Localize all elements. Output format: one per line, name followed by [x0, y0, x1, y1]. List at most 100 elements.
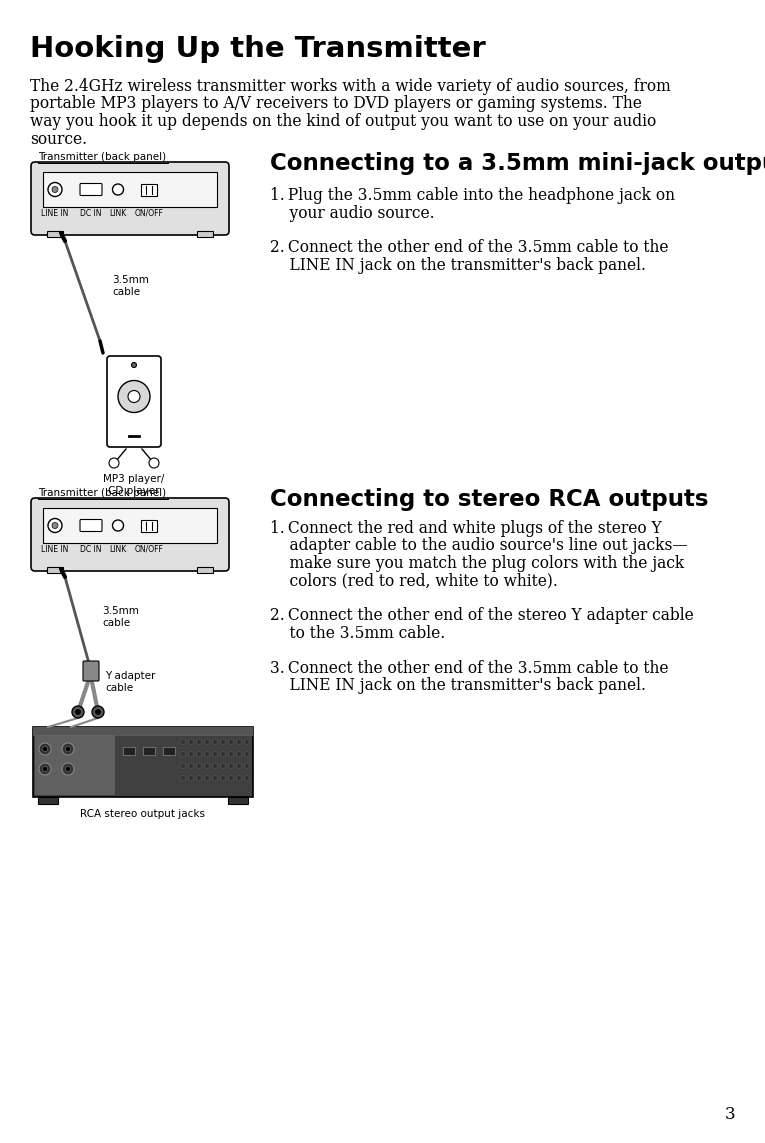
Circle shape: [213, 740, 217, 744]
Text: portable MP3 players to A/V receivers to DVD players or gaming systems. The: portable MP3 players to A/V receivers to…: [30, 96, 642, 112]
Circle shape: [52, 522, 58, 528]
Circle shape: [197, 740, 201, 744]
Text: 3.5mm
cable: 3.5mm cable: [112, 275, 149, 297]
Circle shape: [245, 775, 249, 781]
Circle shape: [213, 764, 217, 768]
Circle shape: [197, 764, 201, 768]
Text: your audio source.: your audio source.: [270, 205, 435, 222]
Circle shape: [197, 775, 201, 781]
Text: 2. Connect the other end of the stereo Y adapter cable: 2. Connect the other end of the stereo Y…: [270, 607, 694, 624]
Bar: [197, 567, 213, 573]
Circle shape: [39, 764, 51, 775]
Text: ON/OFF: ON/OFF: [135, 209, 164, 218]
Text: Connecting to stereo RCA outputs: Connecting to stereo RCA outputs: [270, 488, 708, 511]
Text: 3.5mm
cable: 3.5mm cable: [102, 606, 139, 628]
Text: Transmitter (back panel): Transmitter (back panel): [38, 488, 166, 498]
Circle shape: [188, 775, 194, 781]
Circle shape: [229, 751, 233, 757]
Bar: [123, 748, 135, 756]
Circle shape: [48, 183, 62, 197]
Text: to the 3.5mm cable.: to the 3.5mm cable.: [270, 625, 445, 642]
Text: source.: source.: [30, 130, 87, 147]
Text: LINK: LINK: [109, 545, 127, 554]
Circle shape: [62, 743, 74, 756]
Text: RCA stereo output jacks: RCA stereo output jacks: [80, 809, 206, 820]
Circle shape: [220, 764, 226, 768]
Text: 2. Connect the other end of the 3.5mm cable to the: 2. Connect the other end of the 3.5mm ca…: [270, 240, 669, 256]
Text: ON/OFF: ON/OFF: [135, 545, 164, 554]
Circle shape: [236, 764, 242, 768]
Circle shape: [132, 362, 136, 368]
Bar: [47, 567, 63, 573]
Text: LINE IN jack on the transmitter's back panel.: LINE IN jack on the transmitter's back p…: [270, 257, 646, 274]
Circle shape: [188, 751, 194, 757]
Circle shape: [118, 381, 150, 413]
Circle shape: [229, 764, 233, 768]
Circle shape: [220, 751, 226, 757]
FancyBboxPatch shape: [31, 498, 229, 572]
Circle shape: [72, 706, 84, 718]
Circle shape: [128, 391, 140, 402]
Bar: [33, 727, 253, 735]
Text: way you hook it up depends on the kind of output you want to use on your audio: way you hook it up depends on the kind o…: [30, 113, 656, 130]
Text: Hooking Up the Transmitter: Hooking Up the Transmitter: [30, 35, 486, 63]
Circle shape: [236, 740, 242, 744]
Circle shape: [48, 519, 62, 533]
Circle shape: [43, 767, 47, 772]
Circle shape: [236, 751, 242, 757]
Text: DC IN: DC IN: [80, 545, 102, 554]
Circle shape: [39, 743, 51, 756]
Circle shape: [109, 458, 119, 467]
Circle shape: [112, 184, 123, 195]
FancyBboxPatch shape: [31, 162, 229, 235]
Circle shape: [245, 740, 249, 744]
Circle shape: [204, 764, 210, 768]
Text: LINE IN: LINE IN: [41, 209, 69, 218]
Circle shape: [62, 764, 74, 775]
Bar: [141, 184, 157, 195]
Text: 3: 3: [724, 1106, 735, 1124]
Bar: [197, 231, 213, 237]
Text: LINK: LINK: [109, 209, 127, 218]
Circle shape: [76, 710, 80, 714]
FancyBboxPatch shape: [107, 355, 161, 447]
Circle shape: [204, 740, 210, 744]
Circle shape: [220, 740, 226, 744]
Circle shape: [66, 746, 70, 751]
Circle shape: [43, 746, 47, 751]
Circle shape: [96, 710, 100, 714]
Circle shape: [229, 740, 233, 744]
Circle shape: [236, 775, 242, 781]
Text: MP3 player/
CD player: MP3 player/ CD player: [103, 474, 164, 496]
Circle shape: [181, 751, 185, 757]
FancyBboxPatch shape: [80, 520, 102, 531]
Circle shape: [149, 458, 159, 467]
Bar: [163, 748, 175, 756]
Circle shape: [181, 775, 185, 781]
Text: colors (red to red, white to white).: colors (red to red, white to white).: [270, 573, 558, 590]
Text: DC IN: DC IN: [80, 209, 102, 218]
Text: LINE IN: LINE IN: [41, 545, 69, 554]
Circle shape: [204, 751, 210, 757]
Text: 1. Plug the 3.5mm cable into the headphone jack on: 1. Plug the 3.5mm cable into the headpho…: [270, 187, 675, 203]
Circle shape: [181, 740, 185, 744]
Circle shape: [245, 764, 249, 768]
Bar: [43, 171, 217, 207]
FancyBboxPatch shape: [83, 661, 99, 681]
Circle shape: [52, 186, 58, 192]
Bar: [143, 748, 155, 756]
Bar: [43, 507, 217, 543]
Bar: [35, 735, 115, 796]
Text: LINE IN jack on the transmitter's back panel.: LINE IN jack on the transmitter's back p…: [270, 678, 646, 695]
FancyBboxPatch shape: [80, 184, 102, 195]
Bar: [141, 520, 157, 531]
Text: Transmitter (back panel): Transmitter (back panel): [38, 152, 166, 162]
Circle shape: [188, 764, 194, 768]
Text: The 2.4GHz wireless transmitter works with a wide variety of audio sources, from: The 2.4GHz wireless transmitter works wi…: [30, 78, 671, 95]
Text: make sure you match the plug colors with the jack: make sure you match the plug colors with…: [270, 555, 684, 572]
Bar: [228, 797, 248, 804]
Text: Connecting to a 3.5mm mini-jack output: Connecting to a 3.5mm mini-jack output: [270, 152, 765, 175]
Circle shape: [204, 775, 210, 781]
Circle shape: [181, 764, 185, 768]
Text: adapter cable to the audio source's line out jacks—: adapter cable to the audio source's line…: [270, 537, 688, 554]
